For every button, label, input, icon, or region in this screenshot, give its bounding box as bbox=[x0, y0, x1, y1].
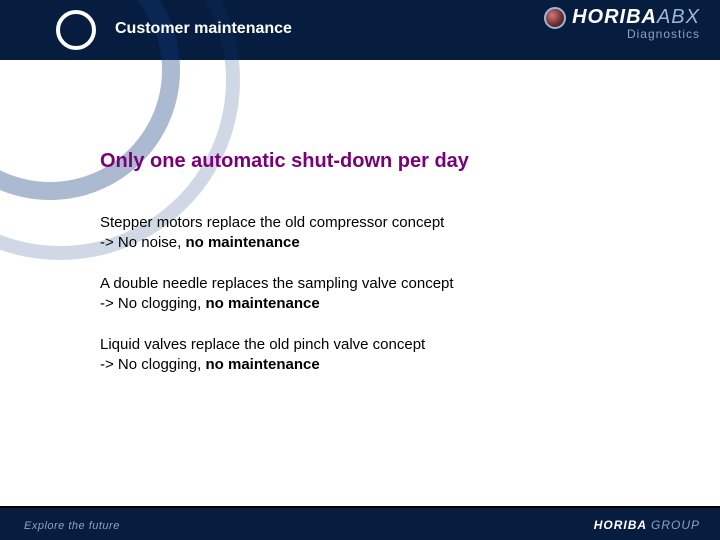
footer-bar: Explore the future HORIBA GROUP bbox=[0, 506, 720, 540]
brand-main: HORIBA bbox=[572, 6, 657, 28]
p1-line1: Stepper motors replace the old compresso… bbox=[100, 214, 444, 231]
p1-bold: no maintenance bbox=[185, 234, 299, 251]
content-area: Only one automatic shut-down per day Ste… bbox=[100, 150, 660, 396]
paragraph-2: A double needle replaces the sampling va… bbox=[100, 274, 660, 313]
p2-bold: no maintenance bbox=[205, 295, 319, 312]
headline: Only one automatic shut-down per day bbox=[100, 150, 660, 173]
p1-arrow: -> No noise, bbox=[100, 234, 185, 251]
p2-arrow: -> No clogging, bbox=[100, 295, 205, 312]
brand-suffix: ABX bbox=[657, 6, 700, 28]
header-bar: Customer maintenance HORIBAABX Diagnosti… bbox=[0, 0, 720, 60]
p2-line1: A double needle replaces the sampling va… bbox=[100, 275, 454, 292]
header-title: Customer maintenance bbox=[115, 20, 292, 38]
footer-brand-suffix: GROUP bbox=[651, 518, 700, 532]
p3-bold: no maintenance bbox=[205, 356, 319, 373]
p3-line1: Liquid valves replace the old pinch valv… bbox=[100, 336, 425, 353]
brand-logo: HORIBAABX Diagnostics bbox=[544, 6, 700, 41]
paragraph-3: Liquid valves replace the old pinch valv… bbox=[100, 335, 660, 374]
paragraph-1: Stepper motors replace the old compresso… bbox=[100, 213, 660, 252]
slide: Customer maintenance HORIBAABX Diagnosti… bbox=[0, 0, 720, 540]
p3-arrow: -> No clogging, bbox=[100, 356, 205, 373]
footer-brand-main: HORIBA bbox=[594, 518, 647, 532]
footer-tagline: Explore the future bbox=[24, 520, 120, 532]
brand-subtitle: Diagnostics bbox=[544, 27, 700, 41]
brand-logo-line1: HORIBAABX bbox=[544, 6, 700, 29]
footer-brand: HORIBA GROUP bbox=[594, 518, 700, 532]
globe-icon bbox=[544, 7, 566, 29]
ring-icon bbox=[56, 10, 96, 50]
